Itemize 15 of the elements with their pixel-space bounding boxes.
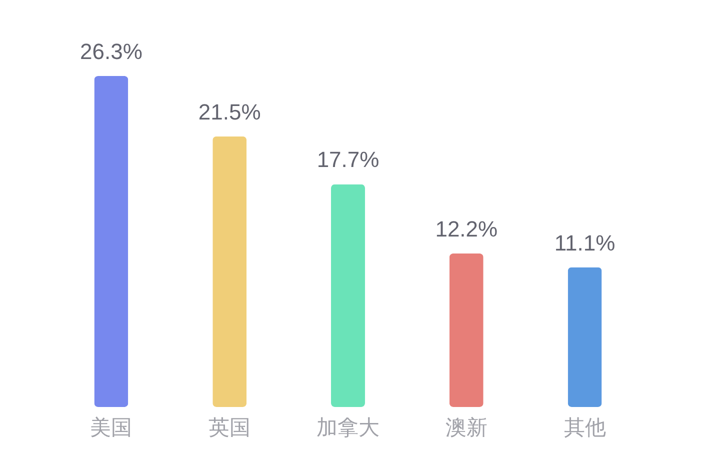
x-tick-label: 加拿大 xyxy=(316,416,380,440)
bar xyxy=(568,267,602,407)
x-tick-label: 其他 xyxy=(564,416,606,440)
data-label: 26.3% xyxy=(80,39,142,64)
x-tick-label: 英国 xyxy=(208,416,251,440)
bar xyxy=(94,76,128,407)
bar xyxy=(212,136,247,407)
bar xyxy=(331,184,365,407)
x-tick-label: 美国 xyxy=(90,416,132,440)
bar xyxy=(449,253,484,407)
data-label: 12.2% xyxy=(435,216,498,242)
data-label: 11.1% xyxy=(554,230,616,256)
data-label: 17.7% xyxy=(316,147,380,172)
data-label: 21.5% xyxy=(198,99,261,124)
x-tick-label: 澳新 xyxy=(445,416,488,440)
